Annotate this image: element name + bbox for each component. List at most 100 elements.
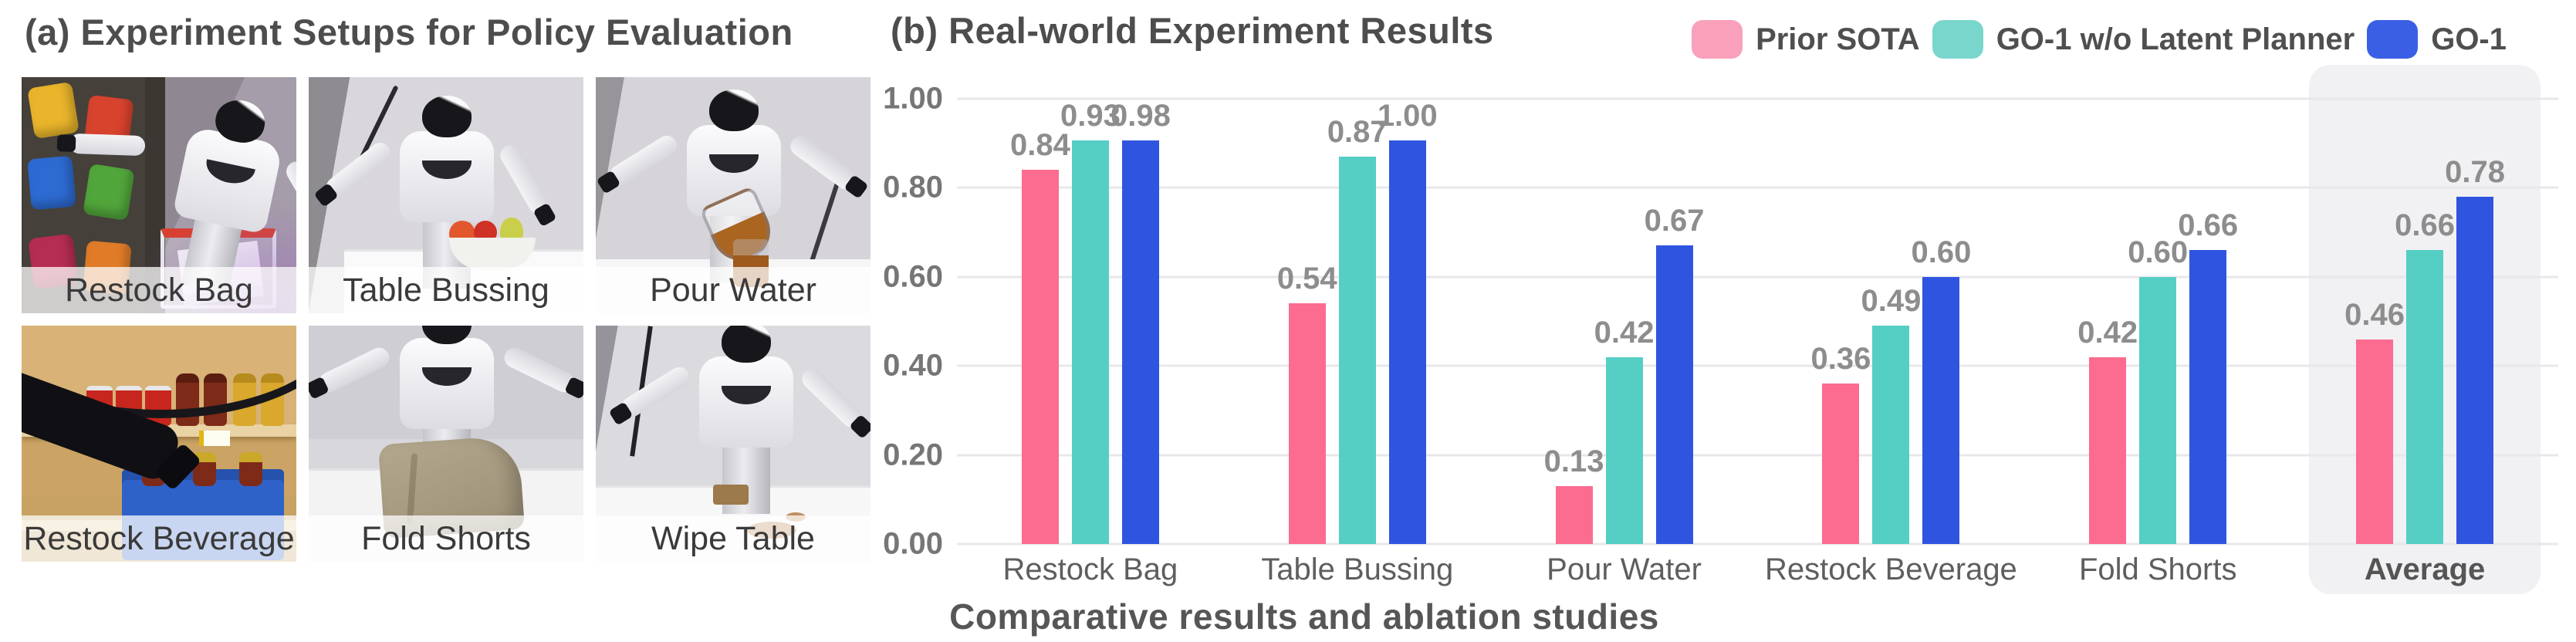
y-tick-label: 0.00 <box>883 526 943 561</box>
bar <box>1655 245 1693 544</box>
bar-group: 0.84 0.93 0.98 <box>957 99 1224 544</box>
robot-arm <box>56 133 146 157</box>
bar-cluster: 0.36 0.49 0.60 <box>1810 99 1971 544</box>
crate-bottle <box>239 452 262 486</box>
bar-value-label: 0.60 <box>1911 235 1972 269</box>
y-tick-label: 0.60 <box>883 259 943 294</box>
gridline <box>957 364 2558 367</box>
x-axis-labels: Restock Bag Table Bussing Pour Water Restoc… <box>957 552 2558 587</box>
photo-table-bussing: Table Bussing <box>309 77 583 313</box>
y-tick-label: 0.20 <box>883 438 943 472</box>
legend-swatch-go1-wo-latent-planner <box>1932 20 1983 59</box>
bar-column: 1.00 <box>1378 99 1438 544</box>
robot-gripper <box>564 376 583 400</box>
bar <box>1071 140 1109 544</box>
bar-value-label: 0.46 <box>2344 297 2405 332</box>
bar-column: 0.67 <box>1645 99 1705 544</box>
bar-column: 0.42 <box>1594 99 1655 544</box>
bar-value-label: 0.93 <box>1060 99 1121 133</box>
photo-grid: Restock Bag Table Bussing <box>22 77 870 562</box>
robot-gripper <box>313 182 339 208</box>
bar <box>1021 170 1059 544</box>
y-tick-label: 0.80 <box>883 170 943 204</box>
bar-value-label: 0.60 <box>2128 235 2189 269</box>
bar-column: 0.84 <box>1010 99 1070 544</box>
bar-value-label: 0.98 <box>1110 99 1171 133</box>
bar-value-label: 1.00 <box>1377 99 1438 133</box>
bar <box>1288 303 1326 544</box>
bar-value-label: 0.36 <box>1810 342 1871 377</box>
photo-restock-beverage: Restock Beverage <box>22 326 296 562</box>
bar-groups: 0.84 0.93 0.98 0.54 0.87 1.00 0.13 0.42 0.67 0.36… <box>957 99 2558 544</box>
robot-torso <box>699 356 793 448</box>
robot-gripper <box>608 401 634 426</box>
panel-a-title: (a) Experiment Setups for Policy Evaluat… <box>25 12 793 52</box>
bar <box>2139 276 2177 544</box>
gridline <box>957 97 2558 100</box>
robot-head <box>722 326 771 363</box>
panel-experiment-setups: (a) Experiment Setups for Policy Evaluat… <box>22 0 878 642</box>
legend-item-go1-wo-latent-planner: GO-1 w/o Latent Planner <box>1932 20 2355 59</box>
bar-group: 0.46 0.66 0.78 <box>2291 99 2558 544</box>
bar <box>2089 356 2127 544</box>
bar-column: 0.42 <box>2077 99 2138 544</box>
bar-column: 0.13 <box>1544 99 1604 544</box>
bar-value-label: 0.84 <box>1009 128 1070 163</box>
bar-value-label: 0.42 <box>2077 315 2138 350</box>
robot-arm <box>501 344 583 400</box>
robot-arm <box>282 157 296 234</box>
x-tick-label: Pour Water <box>1547 552 1702 586</box>
photo-label: Table Bussing <box>309 267 583 313</box>
robot-torso <box>400 338 494 429</box>
bar <box>2356 339 2394 544</box>
bar-value-label: 0.66 <box>2178 208 2239 243</box>
chart-caption: Comparative results and ablation studies <box>949 596 1659 637</box>
gridline <box>957 275 2558 279</box>
x-tick-label: Fold Shorts <box>2078 552 2237 586</box>
photo-pour-water: Pour Water <box>596 77 870 313</box>
robot-gripper <box>309 376 330 400</box>
bar-column: 0.60 <box>2128 99 2188 544</box>
photo-fold-shorts: Fold Shorts <box>309 326 583 562</box>
bar <box>1121 140 1159 544</box>
x-tick-label: Restock Beverage <box>1764 552 2017 586</box>
robot-gripper <box>532 202 557 228</box>
bar-cluster: 0.46 0.66 0.78 <box>2344 99 2505 544</box>
photo-label: Restock Beverage <box>22 515 296 562</box>
bar-column: 0.87 <box>1327 99 1388 544</box>
chart-legend: Prior SOTA GO-1 w/o Latent Planner GO-1 <box>1692 20 2507 59</box>
bar-column: 0.36 <box>1810 99 1871 544</box>
photo-label: Wipe Table <box>596 515 870 562</box>
robot-arm <box>608 363 693 426</box>
robot-arm <box>309 344 393 400</box>
panel-b-title: (b) Real-world Experiment Results <box>891 10 1494 51</box>
robot-arm <box>313 138 395 208</box>
bar <box>1872 326 1910 544</box>
bar-cluster: 0.54 0.87 1.00 <box>1277 99 1438 544</box>
bar-value-label: 0.42 <box>1594 315 1655 350</box>
robot-gripper <box>843 174 869 199</box>
robot-head <box>422 96 472 137</box>
x-tick-label: Restock Bag <box>1002 552 1178 586</box>
legend-label: GO-1 w/o Latent Planner <box>1996 22 2355 56</box>
bar-column: 0.49 <box>1861 99 1921 544</box>
bar-column: 0.54 <box>1277 99 1337 544</box>
bar-group: 0.36 0.49 0.60 <box>1757 99 2024 544</box>
bar-group: 0.13 0.42 0.67 <box>1491 99 1758 544</box>
photo-restock-bag: Restock Bag <box>22 77 296 313</box>
bar <box>2189 250 2227 544</box>
bar-group: 0.42 0.60 0.66 <box>2024 99 2291 544</box>
bar-cluster: 0.13 0.42 0.67 <box>1544 99 1705 544</box>
photo-wipe-table: Wipe Table <box>596 326 870 562</box>
bar-chart-plot: 0.00 0.20 0.40 0.60 0.80 1.00 0.84 0.93 0.98 0.54… <box>883 65 2558 594</box>
bar <box>2456 196 2494 544</box>
robot-arm <box>596 131 681 194</box>
bar-column: 0.66 <box>2395 99 2455 544</box>
legend-swatch-prior-sota <box>1692 20 1743 59</box>
bar-value-label: 0.78 <box>2445 154 2505 189</box>
bar <box>1822 384 1860 544</box>
robot-arm <box>786 132 869 199</box>
y-tick-label: 0.40 <box>883 348 943 383</box>
bar <box>1555 486 1593 544</box>
